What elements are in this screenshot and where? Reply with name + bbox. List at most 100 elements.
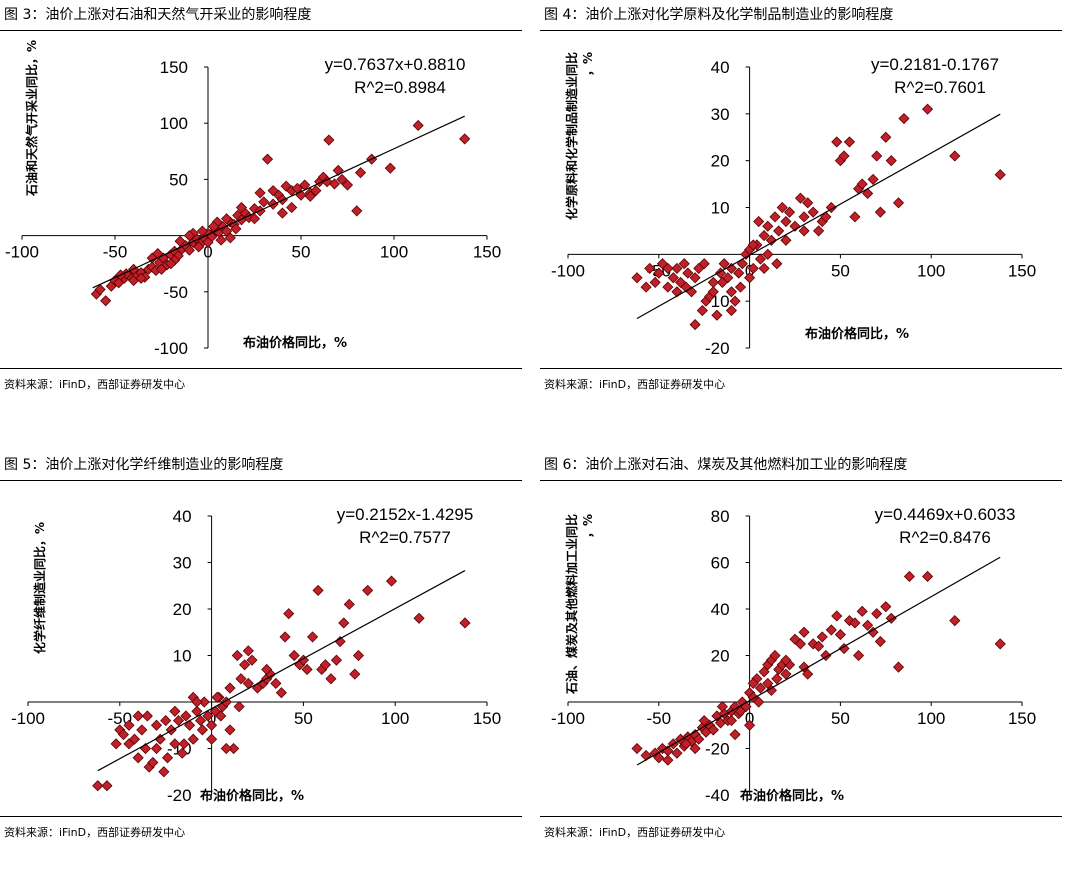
source-note: 资料来源：iFinD，西部证券研发中心: [544, 378, 726, 391]
data-point: [838, 642, 850, 655]
data-point: [242, 645, 254, 657]
data-point: [994, 638, 1006, 650]
data-point: [384, 162, 396, 174]
data-point: [319, 659, 331, 671]
data-point: [354, 167, 367, 179]
y-tick-label: -50: [163, 283, 188, 302]
data-point: [747, 262, 759, 274]
data-point: [132, 752, 144, 764]
data-point: [678, 258, 690, 270]
data-point: [725, 715, 738, 727]
data-point: [867, 173, 879, 185]
y-tick-label: 20: [711, 647, 730, 666]
x-tick-label: 50: [294, 709, 313, 728]
data-point: [922, 570, 934, 583]
data-point: [92, 780, 104, 792]
data-point: [802, 668, 814, 680]
data-point: [733, 267, 745, 279]
x-axis-label: 布油价格同比，%: [740, 788, 844, 804]
data-point: [753, 215, 765, 228]
x-tick-label: 100: [917, 261, 945, 280]
y-axis-label-line2: ，%: [581, 514, 595, 538]
data-point: [729, 295, 741, 307]
data-point: [773, 225, 785, 237]
source-divider: [540, 368, 1062, 369]
data-point: [174, 235, 186, 247]
data-point: [180, 710, 192, 722]
y-axis-label: 化学原料和化学制品制造业同比，%: [564, 52, 595, 220]
y-axis-label-line2: ，%: [581, 52, 595, 76]
data-point: [412, 119, 424, 132]
data-point: [233, 701, 245, 713]
data-point: [267, 185, 279, 197]
x-tick-label: 50: [292, 243, 311, 262]
data-point: [215, 710, 227, 722]
x-tick-label: -50: [647, 709, 672, 728]
data-point: [653, 752, 665, 764]
x-tick-label: 150: [473, 709, 501, 728]
x-tick-label: -100: [11, 709, 45, 728]
data-point: [307, 631, 319, 643]
y-tick-label: 60: [711, 554, 730, 573]
regression-equation: y=0.2152x-1.4295: [337, 505, 474, 524]
data-point: [362, 584, 374, 596]
data-point: [662, 262, 674, 274]
y-axis-label-line1: 石油、煤炭及其他燃料加工业同比: [564, 514, 579, 695]
trend-line: [92, 115, 465, 289]
data-point: [193, 241, 205, 253]
regression-equation: y=0.2181-0.1767: [871, 55, 999, 74]
y-tick-label: 20: [173, 600, 192, 619]
y-axis-label-text: 石油和天然气开采业同比，%: [24, 40, 39, 197]
data-point: [762, 220, 774, 232]
data-point: [762, 677, 774, 689]
data-point: [843, 136, 856, 148]
data-point: [758, 666, 770, 678]
data-point: [729, 728, 741, 741]
data-point: [270, 677, 282, 689]
data-point: [221, 213, 233, 225]
data-point: [813, 225, 825, 237]
y-axis-label-text: 化学纤维制造业同比，%: [32, 522, 47, 654]
data-point: [202, 236, 214, 248]
data-point: [798, 626, 810, 638]
regression-equation: y=0.4469x+0.6033: [875, 505, 1016, 524]
data-point: [155, 263, 168, 275]
data-point: [644, 262, 656, 274]
data-point: [196, 724, 208, 736]
source-divider: [540, 816, 1062, 817]
data-point: [754, 682, 767, 694]
data-point: [235, 673, 247, 685]
data-point: [141, 710, 153, 722]
x-tick-label: 50: [831, 261, 850, 280]
data-point: [172, 715, 185, 727]
data-point: [754, 253, 767, 265]
data-point: [776, 201, 788, 214]
data-point: [178, 738, 190, 750]
y-tick-label: -100: [154, 339, 188, 358]
scatter-plot: -100 -50 0 50 100 150 -40 -20 20 40 60 80 y=0.4469x+…: [551, 505, 1036, 805]
data-point: [343, 598, 355, 610]
x-tick-label: 100: [381, 709, 409, 728]
data-point: [330, 654, 343, 666]
data-point: [802, 197, 814, 209]
data-point: [718, 258, 730, 270]
data-point: [852, 649, 865, 662]
data-point: [183, 230, 195, 242]
data-point: [100, 295, 112, 307]
title-divider: [0, 30, 522, 31]
data-point: [820, 211, 832, 223]
data-point: [349, 668, 361, 680]
data-point: [123, 719, 135, 731]
data-point: [191, 696, 203, 708]
y-axis-label: 化学纤维制造业同比，%: [32, 522, 47, 654]
y-tick-label: 40: [711, 58, 730, 77]
data-point: [385, 575, 398, 587]
chart-panel-fig3: 图 3：油价上涨对石油和天然气开采业的影响程度 -100 -50 0 50 100 150…: [0, 0, 522, 420]
data-point: [176, 747, 188, 759]
data-point: [183, 244, 195, 256]
data-point: [184, 719, 196, 731]
data-point: [158, 766, 170, 778]
r-squared-label: R^2=0.7577: [359, 528, 451, 547]
x-tick-label: 150: [473, 243, 501, 262]
data-point: [323, 134, 335, 146]
